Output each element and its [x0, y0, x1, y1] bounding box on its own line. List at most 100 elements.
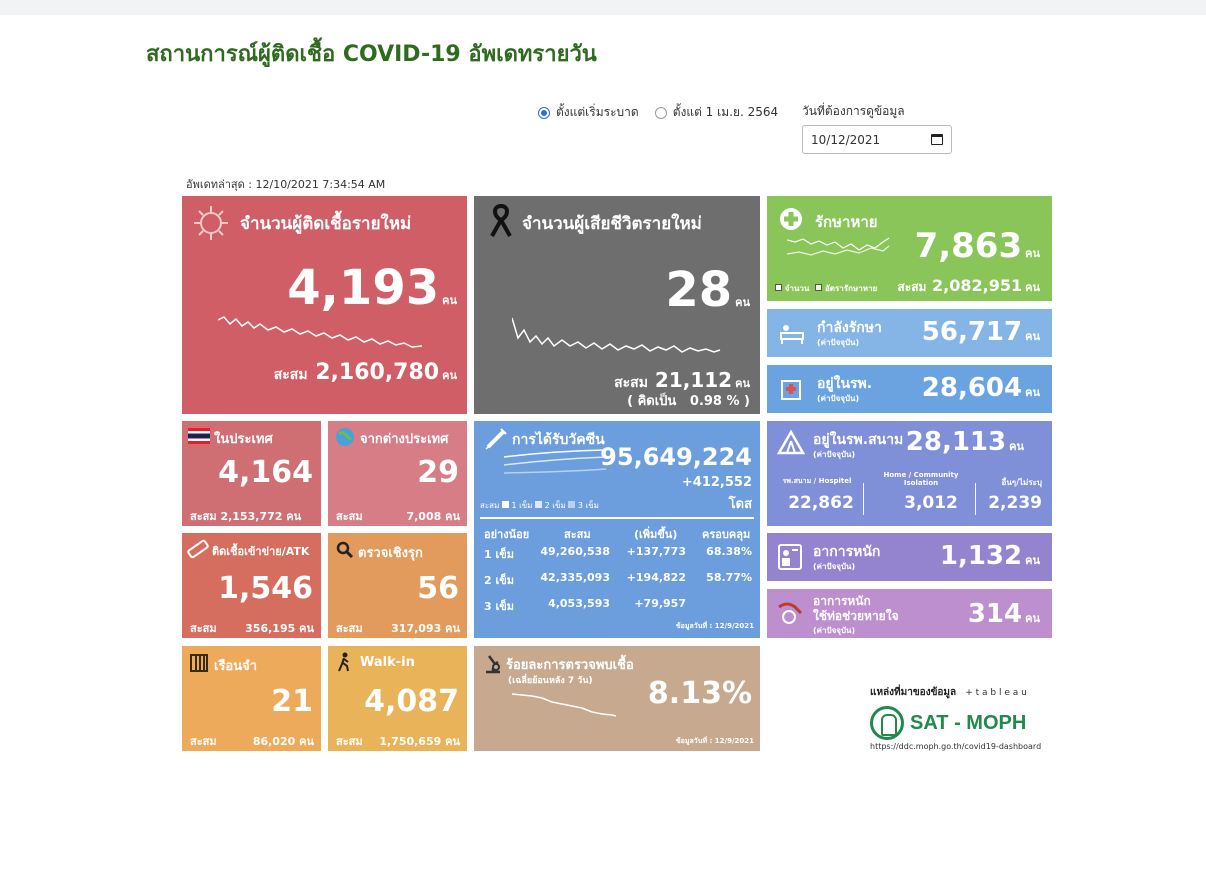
row-dose: 3 เข็ม	[484, 600, 515, 613]
vaccine-increase: +412,552	[681, 475, 752, 490]
radio-dot[interactable]	[654, 106, 667, 119]
walkin-card: Walk-in 4,087 สะสม 1,750,659 คน	[328, 646, 467, 751]
treating-label: กำลังรักษา	[817, 320, 882, 336]
data-source: แหล่งที่มาของข้อมูล + t a b l e a u SAT …	[870, 680, 1050, 751]
legend-swatch-dose1	[501, 501, 509, 508]
recovered-number: 7,863	[914, 226, 1023, 266]
recovered-label: รักษาหาย	[815, 213, 878, 231]
severe-card: อาการหนัก (ค่าปัจจุบัน) 1,132 คน	[767, 533, 1052, 581]
deaths-card: จำนวนผู้เสียชีวิตรายใหม่ 28 คน สะสม 21,11…	[474, 196, 760, 414]
recovered-legend: จำนวน อัตรารักษาหาย	[775, 282, 877, 295]
radio-since-apr-2564[interactable]: ตั้งแต่ 1 เม.ย. 2564	[654, 103, 778, 122]
vaccine-trend-lines	[504, 449, 607, 474]
legend-swatch-count	[775, 284, 782, 291]
vaccine-label: การได้รับวัคซีน	[512, 432, 605, 448]
prison-bars-icon	[190, 654, 208, 672]
atk-label: ติดเชื้อเข้าข่าย/ATK	[212, 545, 310, 558]
unit: คน	[442, 294, 457, 307]
field-col-value: 3,012	[904, 493, 958, 513]
active-search-accum: สะสม 317,093 คน	[336, 619, 460, 637]
positive-rate-trend-line	[512, 693, 617, 717]
calendar-icon[interactable]	[931, 134, 943, 145]
active-search-card: ตรวจเชิงรุก 56 สะสม 317,093 คน	[328, 533, 467, 638]
atk-value: 1,546	[218, 571, 313, 606]
unit: คน	[299, 735, 314, 748]
tableau-logo: + t a b l e a u	[965, 688, 1027, 698]
unit: คน	[1025, 612, 1040, 625]
severe-sublabel: (ค่าปัจจุบัน)	[813, 562, 856, 571]
recovered-value: 7,863 คน	[915, 226, 1040, 266]
last-updated: อัพเดทล่าสุด : 12/10/2021 7:34:54 AM	[186, 178, 386, 191]
severe-value: 1,132 คน	[940, 541, 1040, 571]
radio-dot-selected[interactable]	[538, 106, 550, 119]
abroad-card: จากต่างประเทศ 29 สะสม 7,008 คน	[328, 421, 467, 526]
source-label: แหล่งที่มาของข้อมูล	[870, 687, 957, 698]
deaths-number: 28	[665, 262, 733, 318]
abroad-label: จากต่างประเทศ	[360, 432, 449, 447]
unit: คน	[735, 296, 750, 309]
vaccine-card: การได้รับวัคซีน 95,649,224 +412,552 โดส …	[474, 421, 760, 638]
vaccine-legend: สะสม 1 เข็ม 2 เข็ม 3 เข็ม	[480, 499, 599, 512]
legend-count-label: จำนวน	[784, 284, 810, 293]
date-input[interactable]: 10/12/2021	[802, 125, 952, 154]
active-search-accum-value: 317,093	[391, 622, 442, 635]
moph-logo: SAT - MOPH	[870, 706, 1050, 740]
recovered-accum-value: 2,082,951	[932, 276, 1023, 295]
prison-accum-value: 86,020	[252, 735, 296, 748]
domestic-card: ในประเทศ 4,164 สะสม 2,153,772 คน	[182, 421, 321, 526]
field-col-value: 2,239	[988, 493, 1042, 513]
deaths-accum: สะสม 21,112 คน	[614, 368, 750, 394]
header-accum: สะสม	[564, 528, 591, 541]
hospital-value: 28,604 คน	[922, 373, 1040, 403]
prison-card: เรือนจำ 21 สะสม 86,020 คน	[182, 646, 321, 751]
abroad-value: 29	[417, 455, 459, 490]
deaths-accum-value: 21,112	[654, 368, 733, 392]
legend-dose1: 1 เข็ม	[511, 501, 533, 510]
new-cases-number: 4,193	[287, 260, 440, 316]
active-search-value: 56	[417, 571, 459, 606]
row-coverage: 68.38%	[706, 545, 752, 558]
unit: คน	[445, 735, 460, 748]
hospital-building-icon	[781, 380, 801, 400]
walkin-accum-value: 1,750,659	[379, 735, 442, 748]
row-accum: 49,260,538	[540, 545, 610, 558]
hospital-card: อยู่ในรพ. (ค่าปัจจุบัน) 28,604 คน	[767, 365, 1052, 413]
field-col-label: รพ.สนาม / Hospitel	[782, 477, 852, 485]
ventilator-sublabel: (ค่าปัจจุบัน)	[813, 626, 856, 635]
date-value: 10/12/2021	[811, 132, 881, 147]
accum-label: สะสม	[336, 622, 363, 635]
treating-number: 56,717	[921, 317, 1023, 347]
domestic-label: ในประเทศ	[214, 432, 273, 447]
hospital-number: 28,604	[921, 373, 1023, 403]
domestic-accum: สะสม 2,153,772 คน	[190, 507, 301, 525]
ventilator-card: อาการหนัก ใช้ท่อช่วยหายใจ (ค่าปัจจุบัน) …	[767, 589, 1052, 638]
radio-since-outbreak[interactable]: ตั้งแต่เริ่มระบาด	[538, 103, 639, 122]
walkin-value: 4,087	[364, 684, 459, 719]
vaccine-as-of: ข้อมูลวันที่ : 12/9/2021	[675, 622, 754, 630]
source-url[interactable]: https://ddc.moph.go.th/covid19-dashboard	[870, 742, 1042, 751]
walkin-accum: สะสม 1,750,659 คน	[336, 732, 460, 750]
severe-label: อาการหนัก	[813, 544, 881, 560]
header-coverage: ครอบคลุม	[702, 528, 751, 541]
ventilator-number: 314	[967, 599, 1023, 629]
deaths-rate: ( คิดเป็น 0.98 % )	[627, 390, 750, 411]
unit: คน	[1025, 554, 1040, 567]
recovered-card: รักษาหาย 7,863 คน จำนวน อัตรารักษาหาย สะส…	[767, 196, 1052, 301]
header-dose: อย่างน้อย	[484, 528, 530, 541]
abroad-accum-value: 7,008	[406, 510, 442, 523]
new-cases-value: 4,193 คน	[287, 260, 457, 316]
vaccine-unit: โดส	[728, 497, 752, 512]
unit: คน	[1025, 281, 1040, 294]
unit: คน	[445, 510, 460, 523]
accum-label: สะสม	[897, 280, 927, 294]
positive-rate-label: ร้อยละการตรวจพบเชื้อ	[506, 658, 634, 673]
deaths-label: จำนวนผู้เสียชีวิตรายใหม่	[522, 214, 702, 234]
legend-swatch-rate	[815, 284, 823, 291]
legend-dose3: 3 เข็ม	[577, 501, 599, 510]
abroad-accum: สะสม 7,008 คน	[336, 507, 460, 525]
period-filter: ตั้งแต่เริ่มระบาด ตั้งแต่ 1 เม.ย. 2564	[538, 103, 778, 122]
row-increase: +79,957	[634, 597, 686, 610]
source-header: แหล่งที่มาของข้อมูล + t a b l e a u	[870, 680, 1050, 700]
unit: คน	[445, 622, 460, 635]
column-divider	[975, 483, 976, 515]
